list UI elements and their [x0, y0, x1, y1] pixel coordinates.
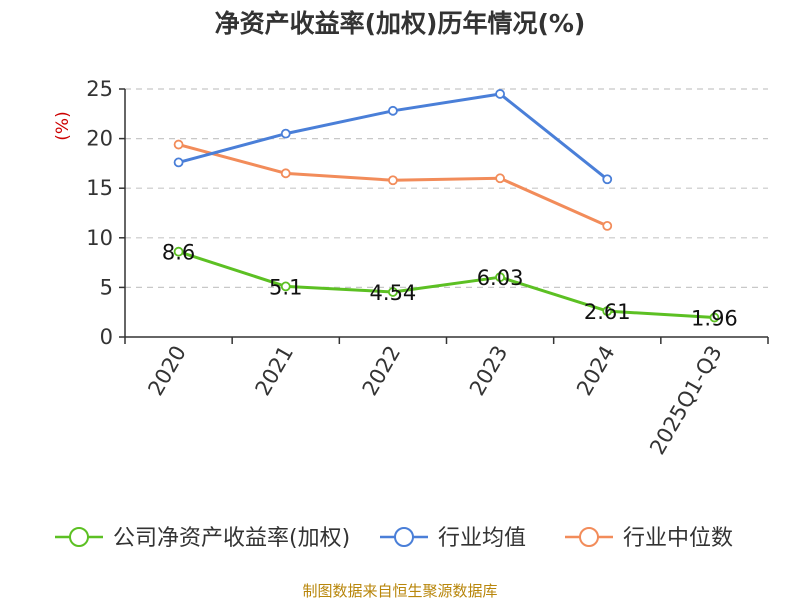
data-point: [602, 306, 613, 317]
y-tick-label: 15: [86, 176, 113, 200]
x-tick-label: 2021: [251, 342, 299, 400]
data-point: [388, 175, 398, 186]
legend: 公司净资产收益率(加权) 行业均值 行业中位数: [55, 526, 733, 551]
series-group: [173, 89, 720, 323]
data-point: [602, 174, 613, 185]
data-point: [495, 272, 505, 283]
x-tick-label: 2023: [465, 342, 513, 400]
series-line: [178, 250, 715, 320]
data-labels: 8.6 5.1 4.54 6.03 2.61 1.96: [162, 241, 738, 331]
data-label: 5.1: [269, 275, 302, 299]
data-point: [388, 105, 398, 116]
data-label: 4.54: [370, 281, 417, 305]
y-tick-label: 10: [86, 226, 113, 250]
data-label: 2.61: [584, 300, 631, 324]
y-tick-label: 25: [86, 77, 113, 101]
data-label: 6.03: [477, 266, 524, 290]
data-point: [388, 287, 398, 297]
data-point: [173, 157, 184, 168]
legend-marker: [69, 527, 89, 547]
y-tick-label: 0: [100, 325, 113, 349]
x-tick-label: 2020: [143, 342, 191, 400]
source-note: 制图数据来自恒生聚源数据库: [302, 582, 497, 600]
grid-lines: [125, 88, 768, 288]
y-tick-label: 20: [86, 127, 113, 151]
data-label: 1.96: [691, 307, 738, 331]
legend-marker: [394, 527, 414, 547]
data-point: [280, 128, 291, 139]
data-point: [280, 168, 291, 179]
data-point: [280, 281, 291, 292]
y-axis-label: (%): [53, 111, 73, 140]
axes: 0 5 10 15 20 25 2020 2021 2022 2023 2024 2025Q1-Q3: [86, 77, 769, 459]
data-point: [602, 220, 613, 231]
legend-label: 行业均值: [438, 526, 526, 551]
data-point: [173, 139, 184, 150]
series-line: [178, 143, 608, 228]
data-point: [709, 312, 720, 323]
x-tick-label: 2024: [572, 342, 620, 400]
data-point: [495, 173, 505, 184]
data-point: [495, 89, 505, 99]
data-label: 8.6: [162, 241, 195, 265]
chart-title: 净资产收益率(加权)历年情况(%): [215, 9, 586, 38]
x-tick-label: 2022: [358, 342, 406, 400]
y-tick-label: 5: [100, 275, 113, 299]
legend-label: 行业中位数: [623, 526, 733, 551]
data-point: [173, 246, 184, 257]
x-tick-label: 2025Q1-Q3: [645, 342, 727, 459]
legend-marker: [579, 527, 599, 547]
legend-label: 公司净资产收益率(加权): [113, 526, 350, 551]
